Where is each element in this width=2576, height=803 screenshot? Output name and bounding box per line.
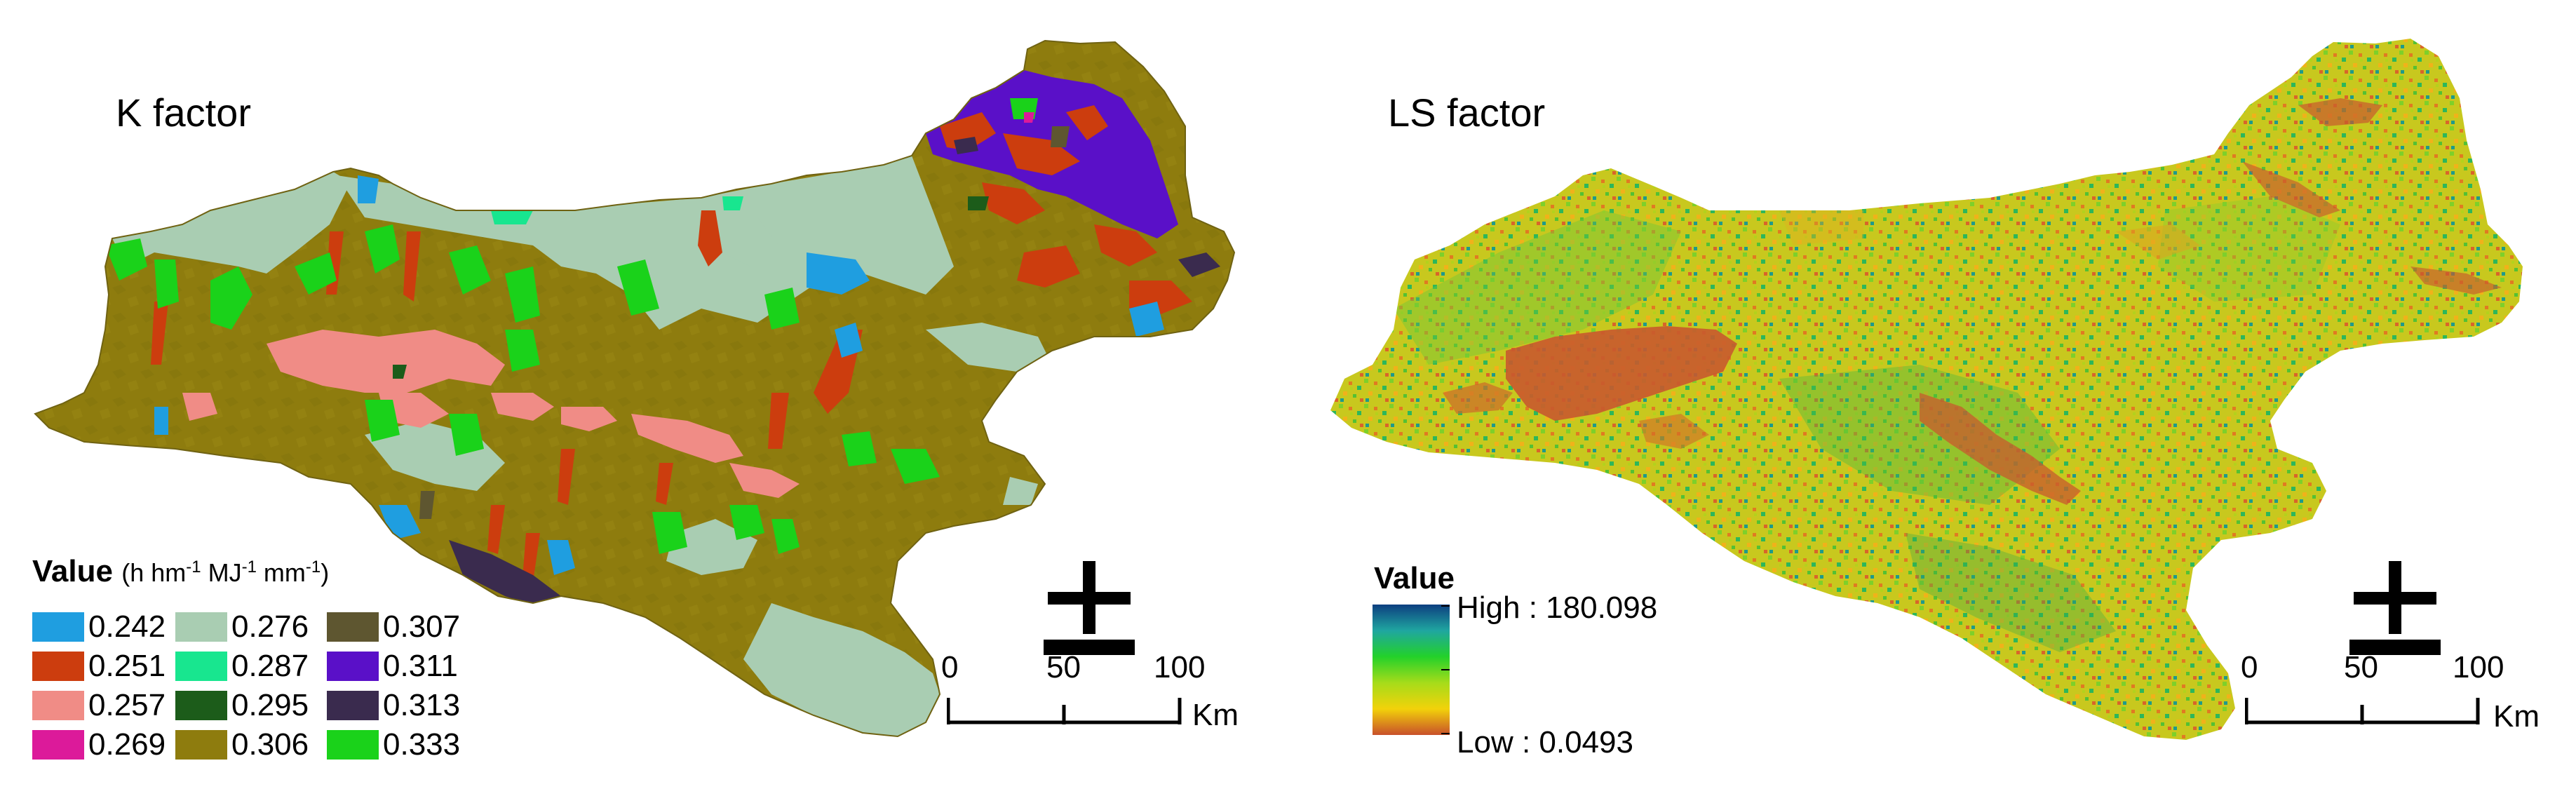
k-legend-item: 0.257 <box>32 689 166 722</box>
k-legend-item: 0.307 <box>327 610 460 644</box>
scale-tick-label: 50 <box>1046 650 1081 684</box>
k-legend-swatch <box>327 730 379 760</box>
k-legend-label: 0.251 <box>88 649 166 683</box>
k-unit-part: MJ <box>201 558 242 587</box>
k-legend-label: 0.287 <box>231 649 309 683</box>
scale-tick-label: 100 <box>1154 650 1206 684</box>
ls-legend-heading: Value <box>1374 561 1455 595</box>
k-legend-item: 0.313 <box>327 689 460 722</box>
k-legend-label: 0.311 <box>383 649 458 683</box>
k-factor-title: K factor <box>116 90 251 135</box>
k-factor-panel: K factor Value (h hm-1 MJ-1 mm-1) 0.242 0… <box>32 39 1239 762</box>
k-unit-part: (h hm <box>121 558 187 587</box>
scale-unit: Km <box>1192 698 1239 732</box>
k-legend-swatch <box>175 612 227 642</box>
ls-factor-map <box>1330 39 2523 740</box>
k-legend-item: 0.287 <box>175 649 309 683</box>
k-unit-part: mm <box>256 558 306 587</box>
k-legend-label: 0.257 <box>88 688 166 722</box>
k-legend-swatch <box>32 691 84 720</box>
ls-low-label: Low : 0.0493 <box>1457 725 1633 760</box>
k-legend-swatch <box>32 652 84 681</box>
k-legend-label: 0.333 <box>383 727 461 762</box>
ls-ramp-ticks <box>1441 605 1450 734</box>
ls-factor-panel: LS factor Value High : 180.098 Low : 0.0… <box>1288 0 2576 803</box>
scale-tick-label: 50 <box>2344 650 2378 684</box>
k-legend-item: 0.333 <box>327 728 460 762</box>
scale-tick-label: 0 <box>941 650 959 684</box>
ls-color-ramp <box>1373 605 1450 735</box>
k-legend-swatch <box>327 691 379 720</box>
k-legend-swatch <box>32 612 84 642</box>
k-legend-swatch <box>175 652 227 681</box>
scale-tick-label: 0 <box>2241 650 2258 684</box>
k-legend-item: 0.242 <box>32 610 166 644</box>
k-legend-item: 0.295 <box>175 689 309 722</box>
ls-high-label: High : 180.098 <box>1457 591 1658 625</box>
scale-unit: Km <box>2493 699 2540 734</box>
k-legend-item: 0.306 <box>175 728 309 762</box>
k-legend-swatch <box>327 612 379 642</box>
k-legend-swatch <box>175 691 227 720</box>
north-arrow-icon <box>2349 561 2441 655</box>
scale-tick-label: 100 <box>2453 650 2504 684</box>
k-legend-heading: Value (h hm-1 MJ-1 mm-1) <box>32 554 329 589</box>
k-legend-swatch <box>327 652 379 681</box>
k-legend-item: 0.276 <box>175 610 309 644</box>
k-unit-part: ) <box>321 558 330 587</box>
k-unit-sup: -1 <box>241 558 257 576</box>
k-legend-label: 0.306 <box>231 727 309 762</box>
k-legend-swatch <box>175 730 227 760</box>
k-legend-label: 0.269 <box>88 727 166 762</box>
k-legend-heading-text: Value <box>32 554 113 588</box>
k-legend-label: 0.307 <box>383 609 461 644</box>
k-unit-sup: -1 <box>186 558 201 576</box>
k-legend-item: 0.251 <box>32 649 166 683</box>
k-legend-label: 0.313 <box>383 688 461 722</box>
k-legend-label: 0.295 <box>231 688 309 722</box>
ls-factor-title: LS factor <box>1388 90 1546 135</box>
k-unit-sup: -1 <box>305 558 321 576</box>
k-legend-swatch <box>32 730 84 760</box>
k-legend-item: 0.311 <box>327 649 458 683</box>
k-legend-label: 0.276 <box>231 609 309 644</box>
k-legend-item: 0.269 <box>32 728 166 762</box>
k-legend-label: 0.242 <box>88 609 166 644</box>
scale-bar <box>2245 698 2480 724</box>
scale-bar <box>947 698 1182 724</box>
k-factor-map <box>34 39 1236 738</box>
north-arrow-icon <box>1044 561 1135 655</box>
k-legend-unit: (h hm-1 MJ-1 mm-1) <box>121 558 329 587</box>
